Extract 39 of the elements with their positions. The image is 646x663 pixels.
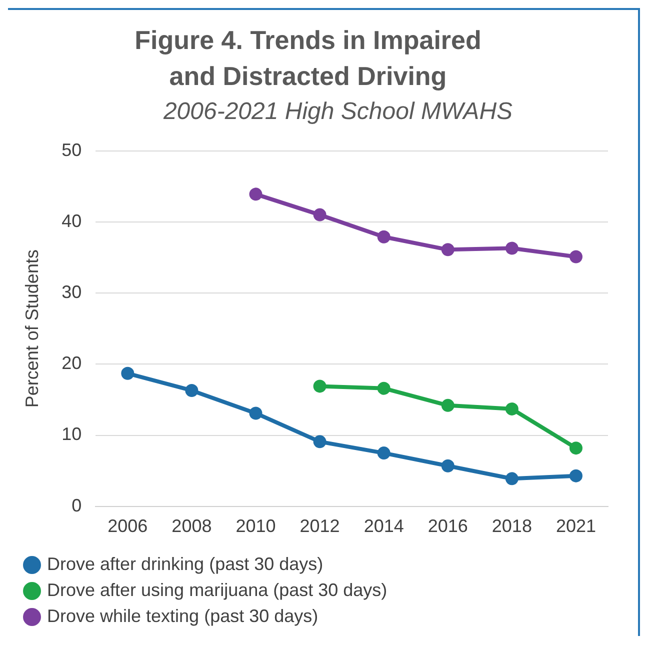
point (313, 208, 326, 222)
legend-label: Drove after using marijuana (past 30 days) (47, 580, 388, 600)
legend-label: Drove after drinking (past 30 days) (47, 554, 324, 574)
point (441, 459, 454, 472)
point (249, 188, 262, 201)
point (313, 435, 326, 448)
x-tick-label: 2018 (492, 516, 532, 536)
y-axis-title: Percent of Students (22, 250, 42, 408)
x-tick-label: 2008 (172, 516, 212, 536)
point (377, 446, 390, 460)
point (569, 442, 582, 455)
point (505, 242, 518, 255)
x-tick-label: 2014 (364, 516, 404, 536)
point (377, 382, 390, 395)
x-tick-label: 2016 (428, 516, 468, 536)
point (249, 406, 262, 420)
point (121, 366, 134, 380)
chart-subtitle: 2006-2021 High School MWAHS (162, 98, 514, 126)
legend-label: Drove while texting (past 30 days) (47, 606, 318, 626)
point (441, 243, 454, 256)
y-tick-label: 50 (62, 140, 82, 160)
point (569, 250, 582, 264)
point (441, 398, 454, 412)
point (185, 384, 198, 397)
x-tick-label: 2010 (236, 516, 276, 536)
chart-title: Figure 4. Trends in Impaired and Distracted Driving (134, 24, 482, 93)
point (313, 380, 326, 393)
y-tick-label: 20 (62, 353, 82, 374)
point (505, 472, 518, 486)
point (569, 469, 582, 482)
y-tick-label: 40 (62, 210, 82, 231)
y-tick-label: 10 (62, 424, 82, 444)
y-tick-label: 0 (72, 495, 82, 516)
point (505, 402, 518, 416)
x-tick-label: 2012 (300, 516, 340, 536)
x-tick-label: 2006 (108, 516, 148, 536)
x-tick-label: 2021 (556, 516, 596, 536)
point (377, 230, 390, 244)
y-tick-label: 30 (62, 282, 82, 302)
